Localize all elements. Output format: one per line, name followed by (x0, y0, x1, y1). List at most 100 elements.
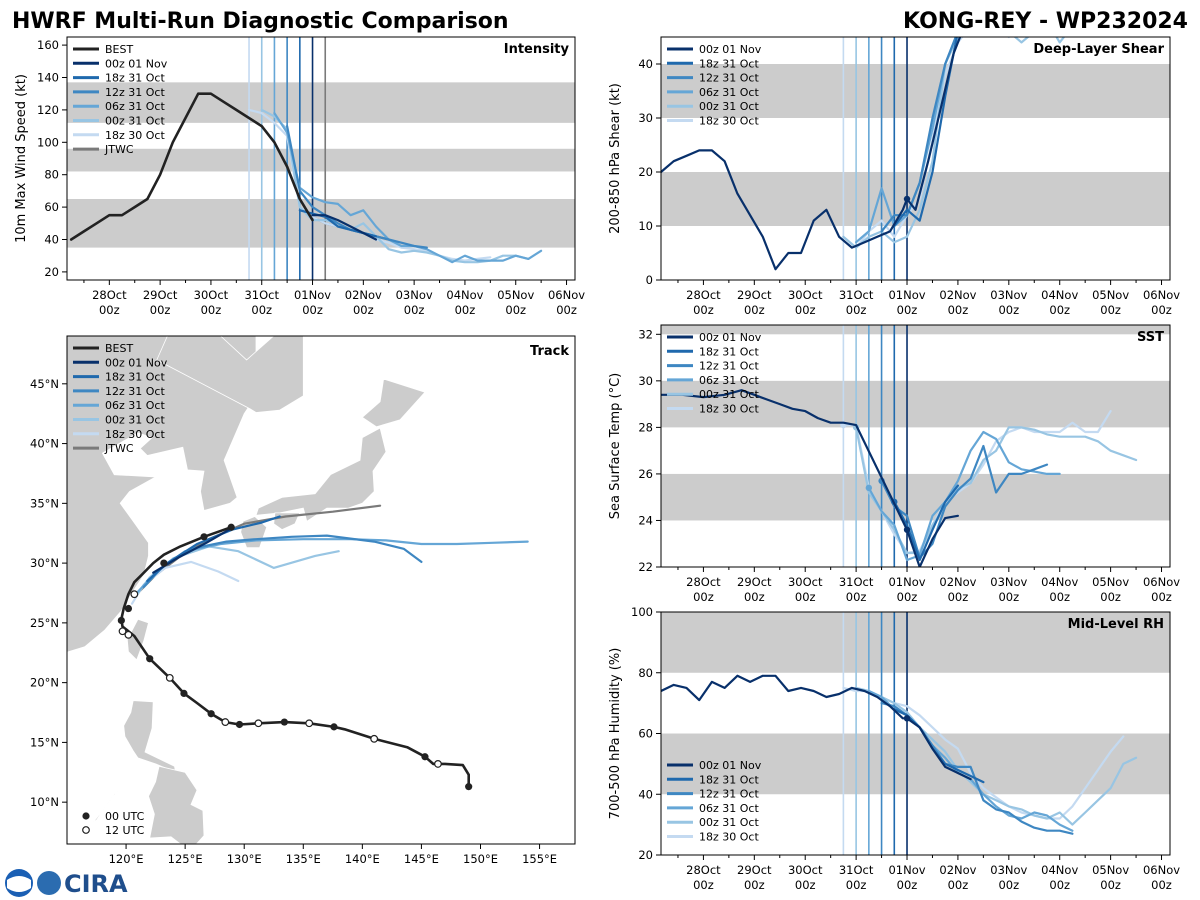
x-tick-label-day: 02Nov (939, 575, 976, 589)
shear-panel: 28Oct00z29Oct00z30Oct00z31Oct00z01Nov00z… (608, 36, 1180, 317)
legend-label: BEST (105, 43, 133, 56)
legend-label: 12z 31 Oct (699, 788, 759, 801)
noaa-wave-icon (7, 876, 31, 892)
shaded-band (661, 380, 1170, 428)
shear-series-group (661, 37, 1066, 271)
x-tick-label-day: 04Nov (1041, 575, 1078, 589)
track-point-12utc (118, 627, 127, 636)
x-tick-label-day: 28Oct (686, 288, 721, 302)
legend-label: 06z 31 Oct (699, 802, 759, 815)
y-tick-label: 120 (37, 103, 59, 117)
x-tick-label-hour: 00z (744, 303, 765, 317)
x-tick-label-day: 01Nov (294, 288, 331, 302)
x-tick-label-hour: 00z (201, 303, 222, 317)
legend-label: 06z 31 Oct (699, 86, 759, 99)
x-tick-label-hour: 00z (693, 590, 714, 604)
legend-label: JTWC (104, 442, 134, 455)
land-palawan (92, 787, 121, 823)
track-point-00utc (124, 604, 133, 613)
track-point-00utc (117, 616, 125, 625)
legend-label: 18z 30 Oct (105, 428, 165, 441)
plot-frame (660, 324, 1171, 568)
init-point (903, 526, 911, 533)
x-tick-label-hour: 00z (556, 303, 577, 317)
y-tick-label: 40 (638, 787, 653, 801)
plot-frame (660, 36, 1171, 281)
legend-label: 06z 31 Oct (105, 399, 165, 412)
intensity-panel: 28Oct00z29Oct00z30Oct00z31Oct00z01Nov00z… (14, 36, 585, 317)
track-point-00utc (227, 523, 235, 531)
panel-title: Track (530, 344, 569, 359)
land-honshu (255, 427, 387, 522)
track-point-12utc (370, 734, 379, 743)
track-panel: 120°E 125°E 130°E 135°E 140°E 145°E 150°E 155°E… (30, 335, 576, 866)
legend-label: 18z 31 Oct (105, 72, 165, 85)
x-tick-label-day: 05Nov (1092, 575, 1129, 589)
lon-tick-label: 120°E (109, 852, 144, 866)
y-tick-label: 40 (44, 233, 59, 247)
track-point-12utc (124, 630, 133, 639)
shaded-band (661, 733, 1170, 795)
init-point (903, 195, 911, 203)
x-tick-label-hour: 00z (948, 590, 969, 604)
best-track-line (120, 525, 471, 788)
y-tick-label: 60 (638, 727, 653, 741)
cira-globe-icon (37, 871, 61, 895)
x-tick-label-day: 29Oct (737, 575, 772, 589)
panel-title: Mid-Level RH (1068, 617, 1164, 632)
lat-tick-label: 15°N (30, 735, 59, 749)
y-tick-label: 100 (631, 605, 653, 619)
series-line (661, 37, 962, 271)
x-tick-label-hour: 00z (455, 303, 476, 317)
legend-label: 18z 30 Oct (699, 115, 759, 128)
x-tick-label-hour: 00z (948, 878, 969, 892)
lon-tick-label: 155°E (522, 852, 557, 866)
x-tick-label-hour: 00z (302, 303, 323, 317)
track-point-00utc (235, 720, 244, 729)
shaded-band (67, 82, 575, 123)
shaded-band (661, 612, 1170, 673)
land-luzon (123, 700, 177, 773)
lat-tick-label: 25°N (30, 616, 59, 630)
track-point-00utc (465, 783, 473, 791)
legend-label: JTWC (104, 143, 134, 156)
cira-logo: CIRA (5, 869, 128, 898)
legend-label: 00z 31 Oct (699, 100, 759, 113)
y-tick-label: 30 (638, 374, 653, 388)
legend-label: 18z 30 Oct (699, 831, 759, 844)
x-tick-label-day: 05Nov (1092, 288, 1129, 302)
plot-frame (66, 36, 576, 281)
track-point-12utc (130, 590, 139, 599)
track-point-00utc (146, 655, 154, 663)
y-tick-label: 80 (44, 168, 59, 182)
legend-label: 12z 31 Oct (699, 72, 759, 85)
x-tick-label-hour: 00z (1100, 590, 1121, 604)
lat-tick-label: 40°N (30, 437, 59, 451)
rh-series-group (661, 674, 1138, 835)
x-tick-label-day: 30Oct (788, 863, 823, 877)
series-line (311, 214, 378, 241)
y-axis-label: Sea Surface Temp (°C) (608, 373, 623, 520)
map-group (67, 336, 575, 844)
legend-label: 18z 30 Oct (699, 403, 759, 416)
shaded-band (661, 64, 1170, 118)
x-tick-label-day: 02Nov (939, 863, 976, 877)
x-tick-label-day: 02Nov (939, 288, 976, 302)
legend-label: 00z 31 Oct (105, 414, 165, 427)
legend-label: 18z 30 Oct (105, 129, 165, 142)
legend-label: 12z 31 Oct (699, 360, 759, 373)
y-tick-label: 26 (638, 467, 653, 481)
track-point-00utc (280, 718, 288, 726)
series-line (69, 92, 314, 241)
shaded-band (661, 325, 1170, 335)
x-tick-label-hour: 00z (897, 303, 918, 317)
x-tick-label-hour: 00z (99, 303, 120, 317)
legend-label: 12 UTC (105, 824, 145, 837)
land-visayas-mindanao (148, 765, 205, 844)
legend-label: 06z 31 Oct (699, 374, 759, 387)
x-tick-label-hour: 00z (795, 878, 816, 892)
track-lines-group (117, 504, 529, 791)
track-point-00utc (180, 689, 188, 697)
x-tick-label-day: 06Nov (1143, 575, 1180, 589)
x-tick-label-hour: 00z (1151, 878, 1172, 892)
